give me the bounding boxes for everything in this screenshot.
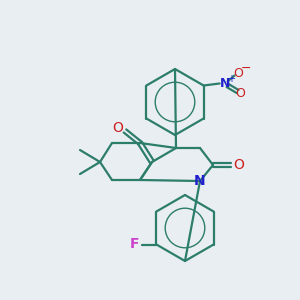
Text: O: O <box>234 67 244 80</box>
Text: +: + <box>226 74 235 85</box>
Text: N: N <box>194 174 206 188</box>
Text: O: O <box>234 158 244 172</box>
Text: O: O <box>236 87 245 100</box>
Text: N: N <box>219 77 230 90</box>
Text: F: F <box>130 238 139 251</box>
Text: −: − <box>240 62 251 75</box>
Text: O: O <box>112 121 123 135</box>
